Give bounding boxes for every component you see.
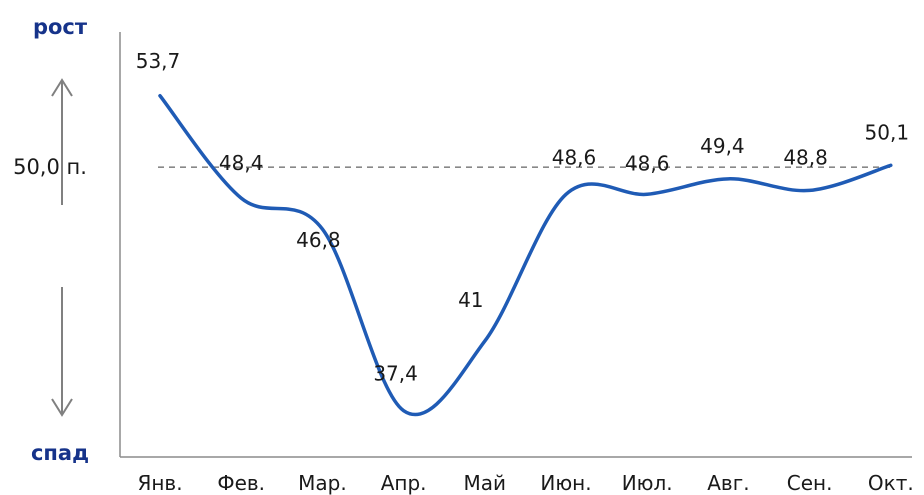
data-label: 46,8 [296,228,341,252]
data-label: 48,6 [625,151,670,175]
x-tick-label: Окт. [868,471,914,495]
growth-label: рост [33,15,88,39]
data-label: 37,4 [373,362,418,386]
x-tick-label: Янв. [137,471,182,495]
reference-line-label: 50,0 п. [13,155,87,179]
data-label: 48,4 [219,151,264,175]
x-tick-label: Июл. [622,471,673,495]
series-line [158,94,893,417]
data-label: 53,7 [136,49,181,73]
x-tick-label: Фев. [217,471,265,495]
x-tick-label: Апр. [381,471,427,495]
x-tick-labels: Янв. Фев. Мар. Апр. Май Июн. Июл. Авг. Сен. Окт. [137,471,913,495]
arrow-down-icon [51,287,73,417]
x-tick-label: Июн. [540,471,591,495]
data-label: 48,6 [552,145,597,169]
decline-label: спад [31,441,89,465]
x-tick-label: Мар. [298,471,347,495]
data-label: 50,1 [865,120,910,144]
data-label: 48,8 [783,145,828,169]
x-tick-label: Сен. [787,471,833,495]
data-label: 49,4 [700,134,745,158]
data-label: 41 [458,288,483,312]
x-tick-label: Авг. [707,471,749,495]
arrow-up-icon [51,78,73,205]
data-labels: 53,7 48,4 46,8 37,4 41 48,6 48,6 49,4 48,8 50,1 [136,49,909,386]
x-tick-label: Май [464,471,507,495]
